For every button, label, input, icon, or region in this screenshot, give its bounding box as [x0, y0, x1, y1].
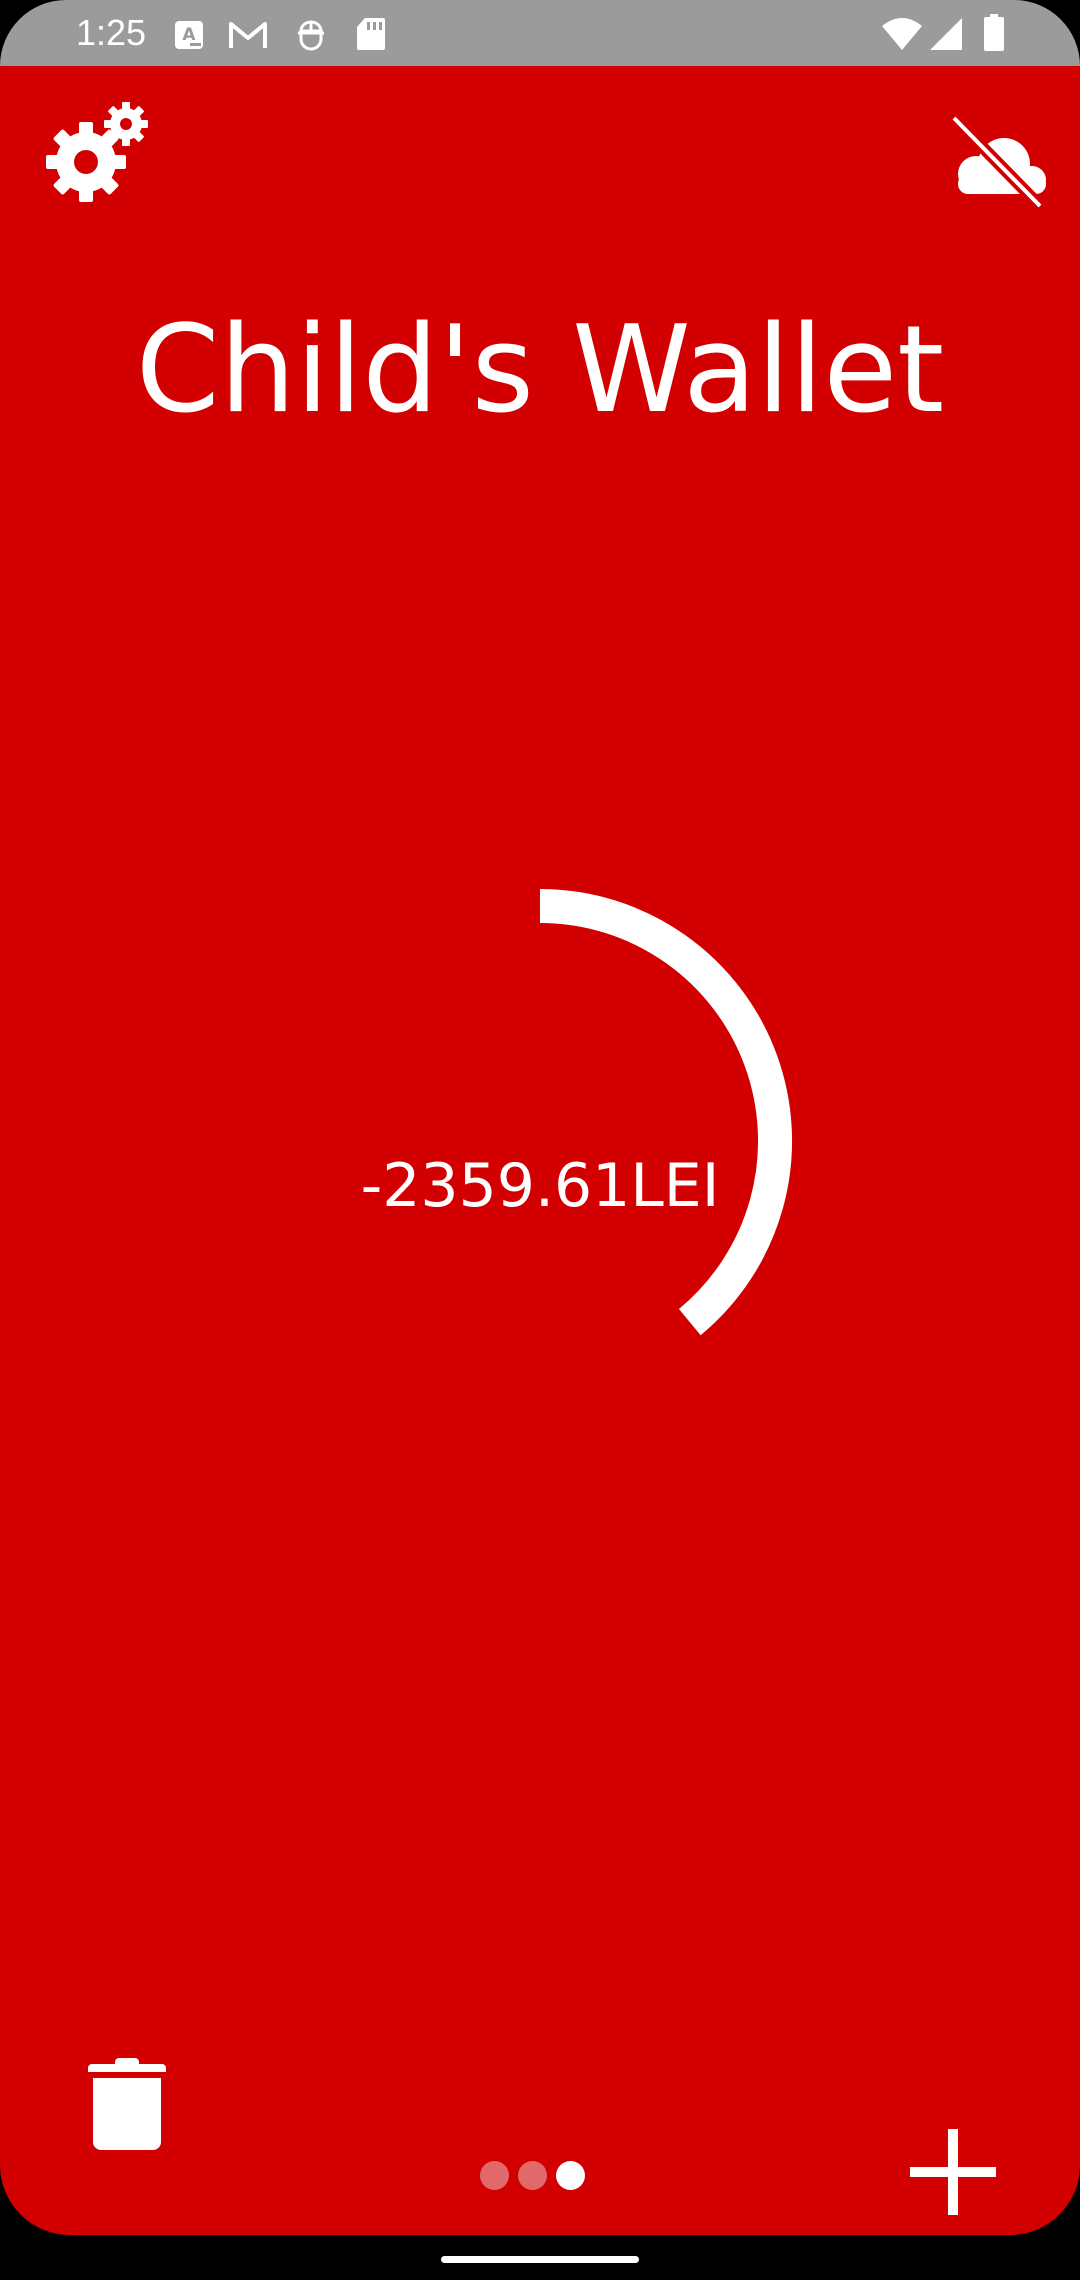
gmail-icon [228, 20, 268, 54]
drag-notification-icon [294, 17, 328, 57]
balance-gauge-arc [539, 889, 792, 1336]
plus-icon [910, 2129, 996, 2215]
wallet-screen: Child's Wallet -2359.61LEI [0, 66, 1080, 2235]
page-dot-active [556, 2161, 585, 2190]
cellular-signal-icon [928, 16, 964, 56]
translate-notification-icon: A [174, 20, 204, 54]
sd-card-icon [355, 16, 387, 56]
svg-text:A: A [182, 25, 196, 45]
wallet-title: Child's Wallet [135, 301, 945, 440]
battery-icon [983, 14, 1005, 56]
sync-button[interactable] [944, 113, 1052, 216]
page-dot [518, 2161, 547, 2190]
status-time: 1:25 [76, 12, 147, 53]
add-transaction-button[interactable] [910, 2129, 996, 2215]
settings-button[interactable] [44, 100, 150, 206]
status-bar: 1:25 A [0, 0, 1080, 66]
home-indicator[interactable] [441, 2256, 639, 2263]
trash-icon [88, 2058, 166, 2150]
wifi-icon [880, 16, 924, 56]
delete-wallet-button[interactable] [88, 2058, 166, 2150]
page-dot [480, 2161, 509, 2190]
balance-gauge [539, 889, 792, 1336]
balance-amount: -2359.61LEI [360, 1151, 720, 1221]
gears-icon [46, 102, 148, 202]
cloud-off-icon [949, 113, 1046, 211]
page-indicator [480, 2161, 590, 2195]
